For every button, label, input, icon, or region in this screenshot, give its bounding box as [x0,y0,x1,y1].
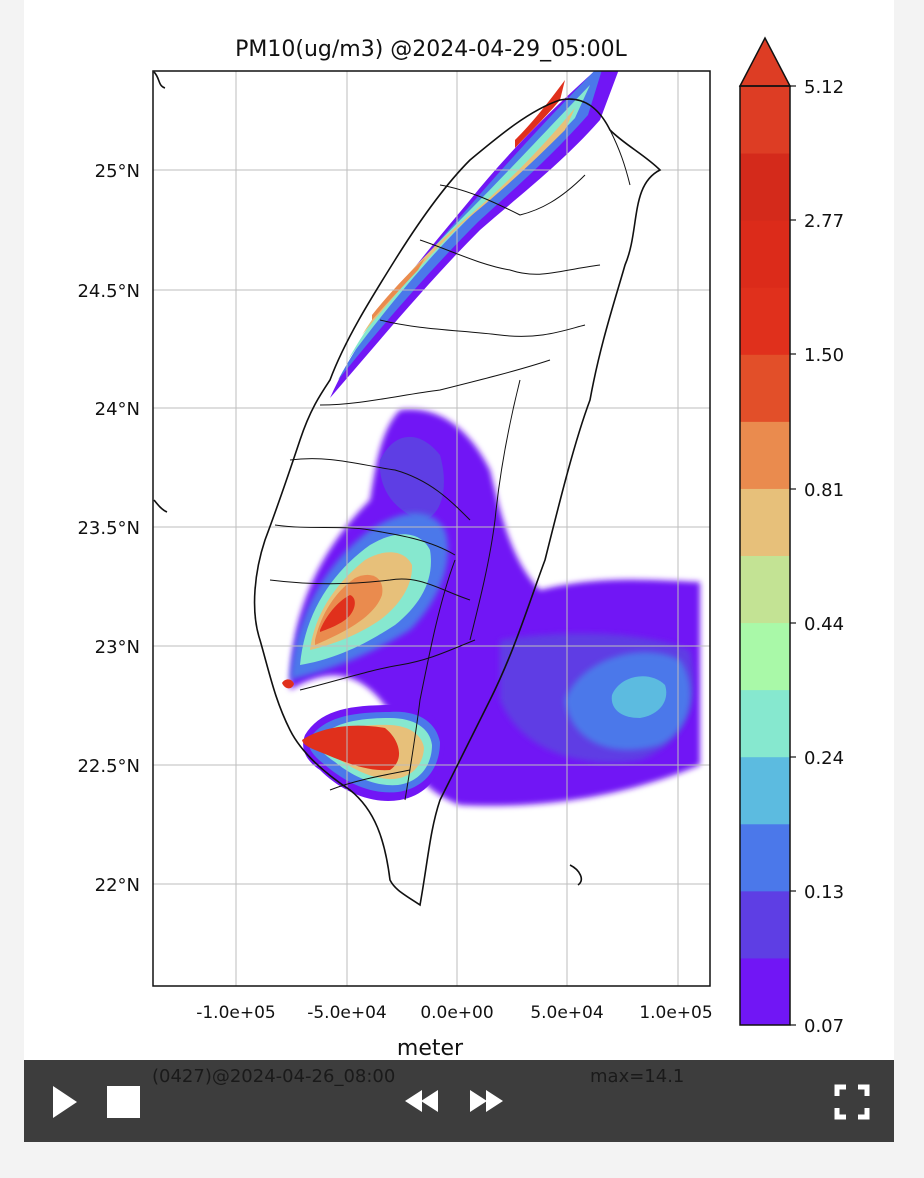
player-controls: (0427)@2024-04-26_08:00 max=14.1 [53,1066,870,1120]
x-tick-label: -1.0e+05 [196,1003,276,1023]
x-tick-label: 0.0e+00 [420,1003,493,1023]
play-icon [53,1086,77,1118]
y-tick-label: 25°N [95,161,140,182]
x-tick-label: -5.0e+04 [307,1003,387,1023]
colorbar-segment [740,689,790,758]
colorbar-segment [740,488,790,556]
colorbar-labels: 5.12 2.77 1.50 0.81 0.44 0.24 0.13 0.07 [804,77,844,1037]
y-tick-label: 22.5°N [77,756,140,777]
run-time-label: (0427)@2024-04-26_08:00 [152,1066,395,1087]
colorbar-label: 1.50 [804,345,844,366]
rewind-button[interactable] [405,1090,438,1112]
fullscreen-button[interactable] [834,1084,870,1120]
colorbar-segment [740,890,790,959]
stop-icon [107,1086,140,1118]
colorbar-segment [740,287,790,355]
colorbar-label: 0.24 [804,748,844,769]
pm10-map-chart: PM10(ug/m3) @2024-04-29_05:00L [77,36,844,1060]
colorbar-label: 0.44 [804,614,844,635]
plume-central [282,409,700,806]
colorbar-frame [739,85,791,1026]
y-tick-label: 23.5°N [77,518,140,539]
y-tick-label: 24.5°N [77,281,140,302]
colorbar-segment [740,957,790,1026]
colorbar-label: 5.12 [804,77,844,98]
colorbar-segment [740,421,790,489]
colorbar-segment [740,86,790,154]
x-tick-label: 5.0e+04 [530,1003,603,1023]
chart-title: PM10(ug/m3) @2024-04-29_05:00L [235,37,627,62]
y-tick-label: 22°N [95,875,140,896]
colorbar-label: 2.77 [804,211,844,232]
colorbar-label: 0.07 [804,1016,844,1037]
rewind-icon [405,1090,438,1112]
fullscreen-icon [834,1084,870,1120]
plume-northwest-band [330,71,619,398]
max-value-label: max=14.1 [590,1066,684,1087]
colorbar-segment [740,555,790,624]
plot-frame [152,70,711,987]
fast-forward-button[interactable] [470,1090,503,1112]
grid-lines [153,71,710,986]
x-tick-label: 1.0e+05 [639,1003,712,1023]
play-button[interactable] [53,1086,77,1118]
county-boundaries [269,129,631,801]
colorbar-segment [740,823,790,892]
plot-area [153,71,710,986]
coastline [153,71,662,907]
y-axis-ticks: 25°N 24.5°N 24°N 23.5°N 23°N 22.5°N 22°N [77,161,140,896]
colorbar-label: 0.81 [804,480,844,501]
colorbar-segment [740,756,790,825]
x-axis-ticks: -1.0e+05 -5.0e+04 0.0e+00 5.0e+04 1.0e+0… [196,1003,712,1023]
colorbar [738,36,796,1026]
animation-player-bar: (0427)@2024-04-26_08:00 max=14.1 [24,1060,894,1142]
colorbar-label: 0.13 [804,882,844,903]
colorbar-segment [740,153,790,221]
colorbar-segment [740,622,790,691]
colorbar-segment [740,220,790,288]
stop-button[interactable] [107,1086,140,1118]
plume-south [302,704,445,801]
colorbar-extend-arrow [738,36,792,87]
y-tick-label: 24°N [95,399,140,420]
colorbar-segment [740,354,790,422]
fast-forward-icon [470,1090,503,1112]
y-tick-label: 23°N [95,637,140,658]
x-axis-label: meter [397,1036,464,1060]
